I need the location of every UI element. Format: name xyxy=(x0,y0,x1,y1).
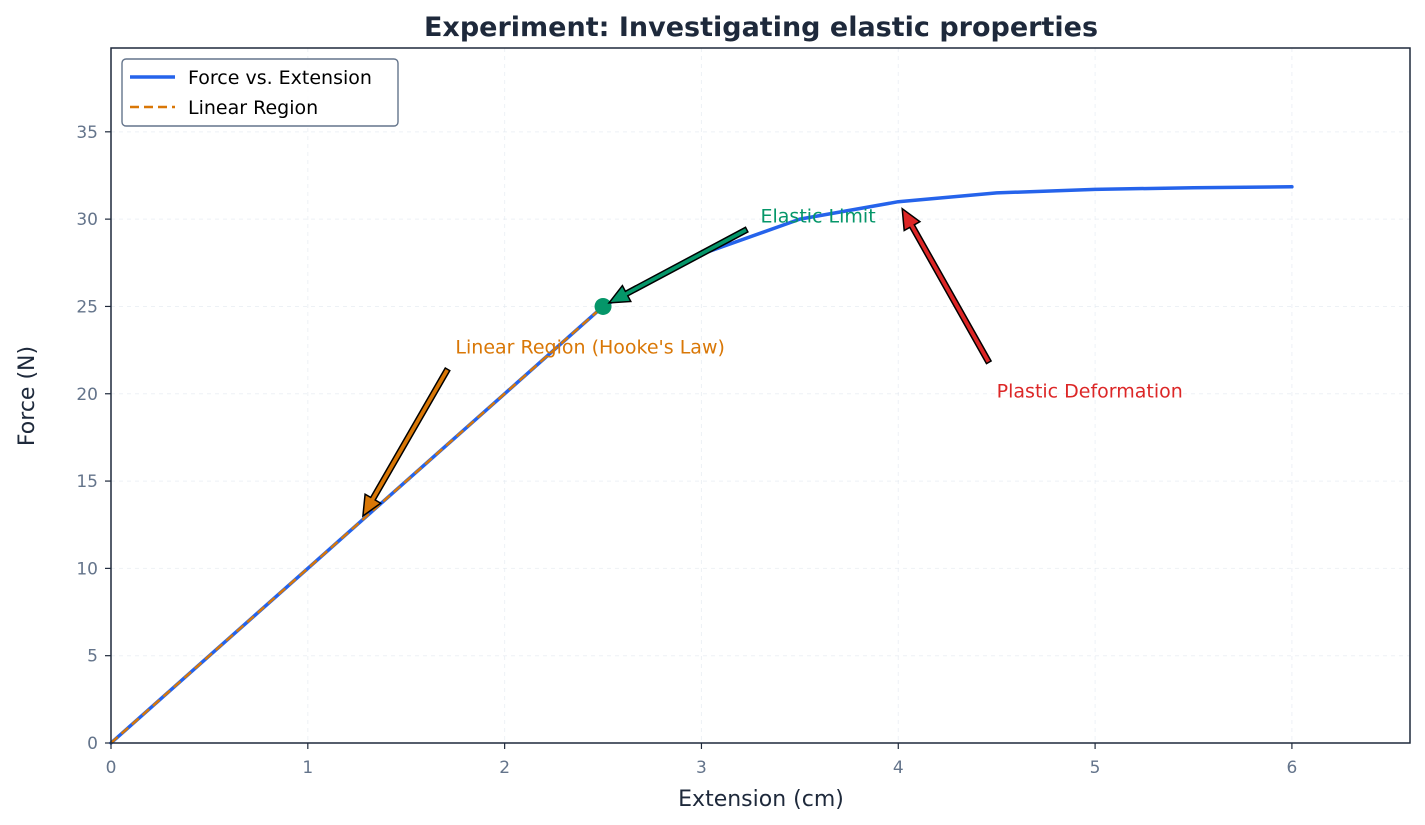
tick-layer: 0 1 2 3 4 5 6 0 5 10 15 20 25 30 35 xyxy=(76,123,1297,778)
y-tick-label: 5 xyxy=(87,647,98,667)
legend: Force vs. Extension Linear Region xyxy=(121,58,399,127)
legend-label-0: Force vs. Extension xyxy=(188,67,372,89)
y-tick-label: 10 xyxy=(76,559,98,579)
x-tick-label: 2 xyxy=(499,758,510,778)
y-axis-label: Force (N) xyxy=(15,346,40,446)
x-tick-label: 0 xyxy=(106,758,117,778)
annotation-label-1: Linear Region (Hooke's Law) xyxy=(455,337,724,359)
annotation-arrow-0 xyxy=(607,226,749,304)
series-line-1 xyxy=(110,305,604,744)
annotation-arrow-1 xyxy=(361,366,451,518)
marker-layer xyxy=(594,297,612,315)
legend-box xyxy=(121,58,399,127)
x-axis-label: Extension (cm) xyxy=(678,787,844,812)
annotation-label-0: Elastic Limit xyxy=(761,206,876,228)
annotation-layer: Elastic Limit Linear Region (Hooke's Law)… xyxy=(361,206,1183,518)
x-tick-label: 1 xyxy=(302,758,313,778)
x-tick-label: 3 xyxy=(696,758,707,778)
y-tick-label: 20 xyxy=(76,385,98,405)
x-tick-label: 6 xyxy=(1286,758,1297,778)
chart-title: Experiment: Investigating elastic proper… xyxy=(424,12,1098,43)
y-tick-label: 35 xyxy=(76,123,98,143)
data-marker-0 xyxy=(594,297,612,315)
x-tick-label: 5 xyxy=(1090,758,1101,778)
annotation-arrow-2 xyxy=(901,207,993,365)
annotation-label-2: Plastic Deformation xyxy=(997,380,1183,402)
y-tick-label: 25 xyxy=(76,297,98,317)
plot-frame xyxy=(110,47,1411,744)
y-tick-label: 15 xyxy=(76,472,98,492)
y-tick-label: 30 xyxy=(76,210,98,230)
y-tick-label: 0 xyxy=(87,734,98,754)
x-tick-label: 4 xyxy=(893,758,904,778)
legend-label-1: Linear Region xyxy=(188,97,318,119)
